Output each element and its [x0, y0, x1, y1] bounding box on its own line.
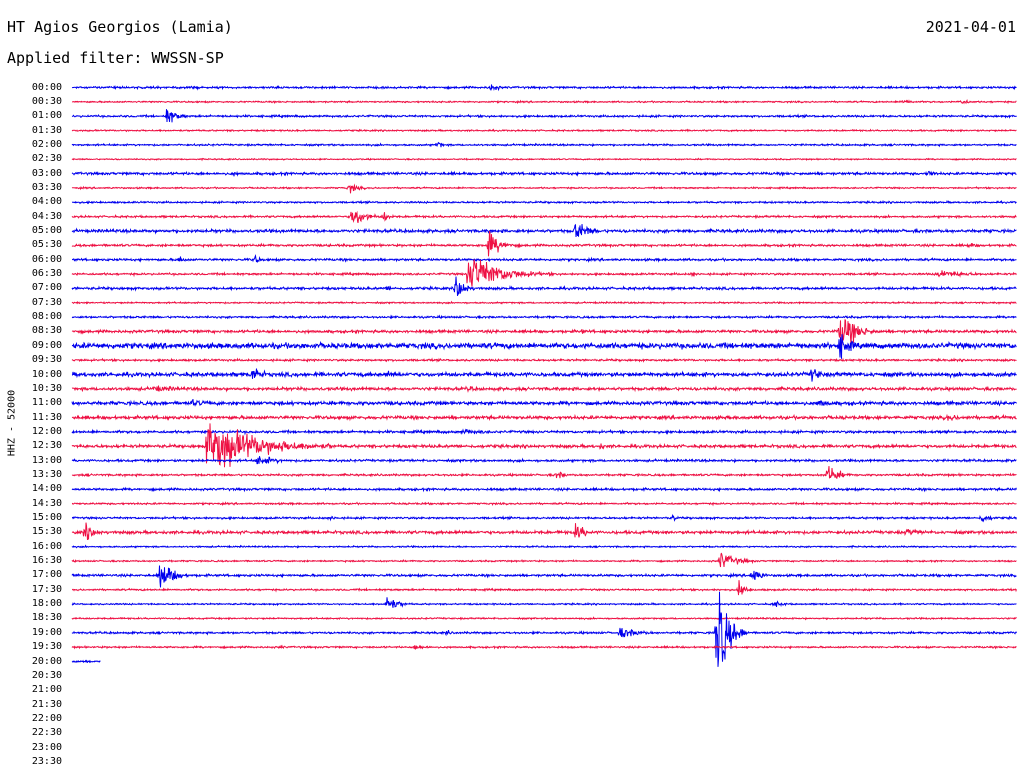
time-label: 21:30 — [31, 698, 62, 710]
trace-0400 — [71, 199, 1017, 205]
station-title: HT Agios Georgios (Lamia) — [7, 18, 233, 36]
trace-0600 — [72, 254, 1017, 264]
time-label: 19:00 — [31, 626, 62, 638]
time-label: 09:30 — [31, 354, 62, 366]
time-label: 07:00 — [31, 282, 62, 294]
trace-1430 — [71, 501, 1017, 507]
time-label: 21:00 — [31, 684, 62, 696]
filter-label: Applied filter: WWSSN-SP — [7, 49, 224, 67]
time-label: 16:00 — [31, 540, 62, 552]
trace-2000 — [71, 659, 101, 664]
time-label: 06:00 — [31, 253, 62, 265]
time-label: 12:00 — [31, 425, 62, 437]
trace-1630 — [71, 552, 1017, 568]
time-label: 19:30 — [31, 641, 62, 653]
trace-1800 — [71, 597, 1017, 608]
time-label: 23:30 — [31, 755, 62, 767]
time-label: 15:30 — [31, 526, 62, 538]
time-label: 12:30 — [31, 440, 62, 452]
time-label: 17:30 — [31, 583, 62, 595]
time-label: 00:00 — [31, 81, 62, 93]
trace-1530 — [71, 522, 1017, 541]
time-label: 14:00 — [31, 483, 62, 495]
time-label: 01:00 — [31, 110, 62, 122]
trace-1300 — [71, 456, 1017, 465]
time-label: 11:00 — [31, 397, 62, 409]
time-label: 03:00 — [31, 167, 62, 179]
trace-1900 — [71, 591, 1017, 667]
trace-0900 — [71, 334, 1017, 359]
time-label: 01:30 — [31, 124, 62, 136]
time-label: 04:30 — [31, 210, 62, 222]
trace-0930 — [71, 357, 1017, 363]
time-label: 11:30 — [31, 411, 62, 423]
time-label: 18:00 — [31, 598, 62, 610]
time-label: 02:30 — [31, 153, 62, 165]
trace-0430 — [71, 210, 1017, 224]
trace-1100 — [71, 399, 1017, 407]
trace-0330 — [71, 183, 1017, 194]
trace-1000 — [71, 368, 1017, 382]
trace-1030 — [71, 385, 1017, 393]
date-label: 2021-04-01 — [925, 18, 1016, 36]
trace-1500 — [71, 513, 1017, 523]
trace-1930 — [71, 644, 1017, 650]
time-axis-labels: 00:00 00:30 01:00 01:30 02:00 02:30 03:00 03:30… — [0, 0, 68, 780]
time-label: 03:30 — [31, 181, 62, 193]
time-label: 13:30 — [31, 468, 62, 480]
time-label: 23:00 — [31, 741, 62, 753]
time-label: 10:00 — [31, 368, 62, 380]
trace-0530 — [71, 231, 1017, 257]
time-label: 20:30 — [31, 669, 62, 681]
time-label: 22:00 — [31, 712, 62, 724]
trace-1330 — [71, 466, 1017, 479]
trace-1830 — [71, 616, 1017, 621]
time-label: 07:30 — [31, 296, 62, 308]
trace-0000 — [71, 84, 1017, 92]
time-label: 16:30 — [31, 555, 62, 567]
trace-1230 — [71, 423, 1017, 468]
time-label: 05:30 — [31, 239, 62, 251]
time-label: 02:00 — [31, 138, 62, 150]
time-label: 17:00 — [31, 569, 62, 581]
trace-1730 — [72, 580, 1017, 596]
trace-1700 — [71, 565, 1017, 588]
time-label: 08:30 — [31, 325, 62, 337]
trace-0500 — [71, 223, 1017, 238]
trace-0800 — [71, 314, 1017, 320]
time-label: 09:00 — [31, 339, 62, 351]
trace-0030 — [71, 98, 1017, 105]
time-label: 18:30 — [31, 612, 62, 624]
trace-0230 — [71, 157, 1017, 162]
trace-1130 — [71, 413, 1017, 422]
time-label: 05:00 — [31, 225, 62, 236]
trace-0200 — [71, 141, 1017, 148]
time-label: 04:00 — [31, 196, 62, 208]
trace-1600 — [71, 544, 1017, 550]
trace-0830 — [71, 319, 1017, 346]
trace-0700 — [71, 276, 1017, 296]
trace-0300 — [71, 170, 1017, 177]
time-label: 08:00 — [31, 311, 62, 323]
time-label: 06:30 — [31, 268, 62, 280]
time-label: 13:00 — [31, 454, 62, 466]
trace-0100 — [71, 109, 1017, 123]
trace-0730 — [71, 300, 1017, 306]
time-label: 14:30 — [31, 497, 62, 509]
time-label: 22:30 — [31, 727, 62, 739]
trace-0630 — [71, 259, 1017, 287]
trace-1400 — [71, 486, 1017, 493]
time-label: 00:30 — [31, 95, 62, 107]
time-label: 15:00 — [31, 512, 62, 523]
time-label: 20:00 — [31, 655, 62, 667]
trace-0130 — [71, 128, 1017, 133]
trace-1200 — [71, 428, 1017, 436]
time-label: 10:30 — [31, 382, 62, 394]
